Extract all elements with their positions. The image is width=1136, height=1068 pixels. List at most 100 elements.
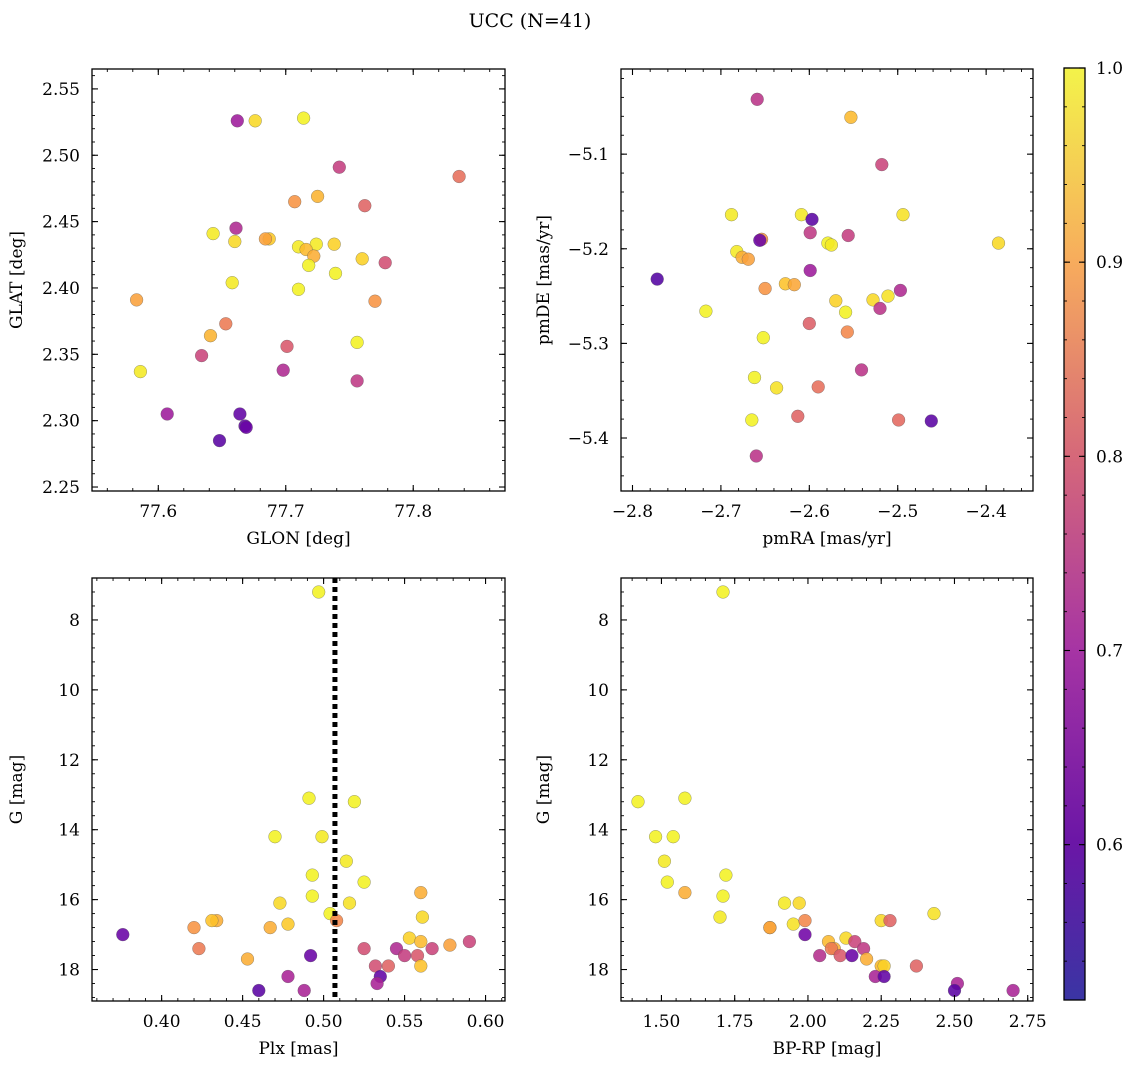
x-tick-label: 0.60 xyxy=(467,1012,505,1032)
y-tick-label: −5.2 xyxy=(568,240,609,260)
data-point xyxy=(666,830,680,844)
data-point xyxy=(792,896,806,910)
data-point xyxy=(891,413,906,427)
data-point xyxy=(452,169,466,184)
data-point xyxy=(252,983,266,998)
x-tick-label: −2.6 xyxy=(789,502,830,522)
data-point xyxy=(273,896,287,910)
axis-ticks xyxy=(92,577,505,1001)
data-point xyxy=(355,252,369,266)
colorbar-tick-label: 0.8 xyxy=(1096,447,1123,467)
data-point xyxy=(239,420,253,434)
data-point xyxy=(798,927,812,942)
data-point xyxy=(845,948,859,963)
data-point xyxy=(312,585,326,599)
axes-frame xyxy=(91,68,506,492)
data-point xyxy=(443,938,457,952)
data-point xyxy=(381,959,396,973)
axis-ticks xyxy=(621,69,1033,491)
data-point xyxy=(160,407,174,421)
y-tick-label: 14 xyxy=(58,821,80,841)
figure-title: UCC (N=41) xyxy=(469,10,592,32)
y-tick-label: 2.30 xyxy=(42,412,80,432)
data-point xyxy=(813,948,827,963)
data-point xyxy=(947,983,962,998)
data-point xyxy=(648,830,663,844)
data-point xyxy=(678,791,692,805)
data-point xyxy=(228,234,242,249)
colorbar-tick-label: 1.0 xyxy=(1096,59,1123,79)
data-point xyxy=(116,927,130,942)
data-point xyxy=(713,910,727,924)
data-point xyxy=(660,875,674,889)
scatter-points xyxy=(116,585,477,998)
axis-ticks xyxy=(92,69,505,491)
y-tick-label: 16 xyxy=(58,891,80,911)
x-tick-label: 2.25 xyxy=(862,1012,900,1032)
data-point xyxy=(854,363,869,377)
x-tick-label: 2.00 xyxy=(789,1012,827,1032)
colorbar-scale xyxy=(1063,67,1086,1001)
y-tick-label: 8 xyxy=(69,611,80,631)
data-point xyxy=(650,272,664,286)
x-axis-label: BP-RP [mag] xyxy=(773,1039,882,1059)
y-tick-label: 8 xyxy=(598,611,609,631)
data-point xyxy=(841,228,855,243)
data-point xyxy=(750,92,764,106)
data-point xyxy=(368,294,382,308)
data-point xyxy=(881,289,895,303)
data-point xyxy=(745,413,759,427)
data-point xyxy=(678,885,692,900)
data-point xyxy=(753,233,767,247)
data-point xyxy=(824,238,839,252)
x-tick-label: 0.55 xyxy=(386,1012,424,1032)
data-point xyxy=(281,917,295,931)
data-point xyxy=(225,276,239,290)
data-point xyxy=(233,407,247,421)
data-point xyxy=(296,111,311,125)
x-tick-label: 0.45 xyxy=(224,1012,262,1032)
data-point xyxy=(339,854,353,868)
y-tick-label: 2.35 xyxy=(42,345,80,365)
data-point xyxy=(305,868,319,882)
plx-g-panel: 0.40 0.45 0.50 0.55 0.60 8 10 12 14 16 18 Plx [mas]… xyxy=(7,577,506,1059)
data-point xyxy=(192,941,206,956)
data-point xyxy=(927,906,941,921)
data-point xyxy=(893,283,908,298)
y-tick-label: 12 xyxy=(58,751,80,771)
data-point xyxy=(212,433,227,448)
data-point xyxy=(280,339,294,354)
data-point xyxy=(328,266,343,281)
pmra-pmde-panel: −2.8 −2.7 −2.6 −2.5 −2.4 −5.4 −5.3 −5.2 −5.1 pmRA… xyxy=(534,68,1034,549)
y-tick-label: 10 xyxy=(58,681,80,701)
data-point xyxy=(357,941,371,956)
data-point xyxy=(310,189,325,204)
data-point xyxy=(803,263,817,278)
data-point xyxy=(332,160,346,174)
y-tick-label: 18 xyxy=(58,961,80,981)
data-point xyxy=(347,795,362,809)
data-point xyxy=(370,976,384,991)
data-point xyxy=(378,256,392,270)
data-point xyxy=(205,913,219,928)
data-point xyxy=(873,301,887,316)
data-point xyxy=(896,208,910,222)
bprp-g-panel: 1.50 1.75 2.00 2.25 2.50 2.75 8 10 12 14 16 18 BP-RP… xyxy=(534,577,1047,1059)
data-point xyxy=(838,305,853,319)
data-point xyxy=(991,236,1006,250)
data-point xyxy=(297,983,311,998)
data-point xyxy=(291,282,306,296)
data-point xyxy=(268,830,282,844)
x-tick-label: −2.5 xyxy=(877,502,918,522)
y-tick-label: 2.25 xyxy=(42,478,80,498)
data-point xyxy=(716,889,730,903)
x-tick-label: 2.50 xyxy=(936,1012,974,1032)
data-point xyxy=(358,199,372,213)
data-point xyxy=(133,364,148,379)
data-point xyxy=(877,969,891,984)
data-point xyxy=(791,409,805,423)
glon-glat-panel: 77.6 77.7 77.8 2.25 2.30 2.35 2.40 2.45 2.50 2.55… xyxy=(7,68,506,549)
x-axis-label: GLON [deg] xyxy=(246,529,350,549)
data-point xyxy=(415,910,430,924)
colorbar-ticks: 0.6 0.7 0.8 0.9 1.0 xyxy=(1064,59,1123,962)
